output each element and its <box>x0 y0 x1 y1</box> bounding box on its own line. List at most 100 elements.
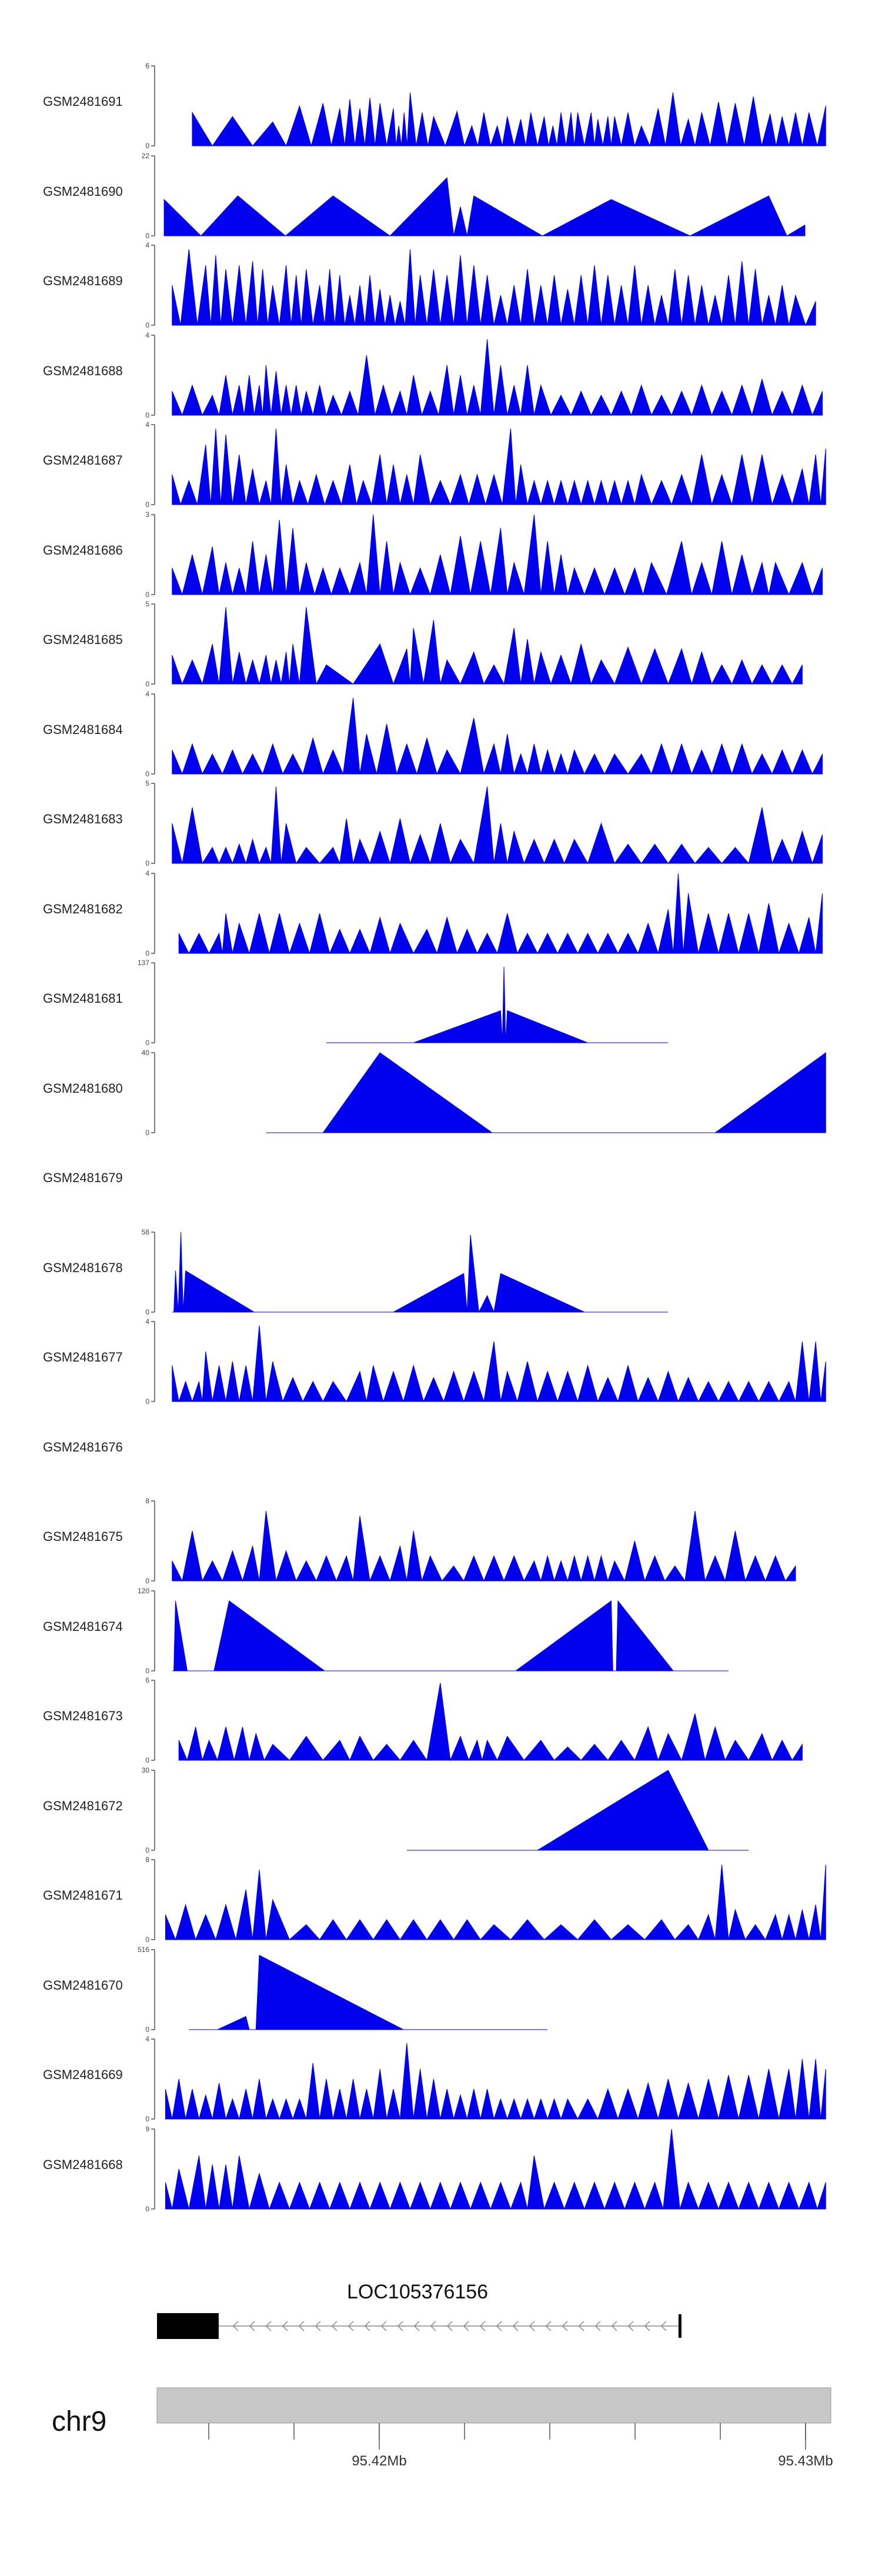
track-label: GSM2481683 <box>43 812 123 826</box>
track-GSM2481689: GSM2481689 4 0 <box>0 238 882 329</box>
coverage-area <box>172 1600 729 1671</box>
track-label: GSM2481684 <box>43 722 123 737</box>
coverage-area <box>165 1864 826 1941</box>
track-GSM2481688: GSM2481688 4 0 <box>0 328 882 419</box>
strand-arrow <box>545 2321 552 2331</box>
y-tick-label-max: 40 <box>142 1049 150 1057</box>
y-tick-label-max: 4 <box>145 421 149 429</box>
track-GSM2481674: GSM2481674 120 0 <box>0 1584 882 1675</box>
coverage-area <box>266 1052 826 1133</box>
coverage-area <box>192 92 826 147</box>
coverage-area <box>165 2043 826 2120</box>
track-GSM2481673: GSM2481673 6 0 <box>0 1673 882 1764</box>
y-tick-label-min: 0 <box>145 1667 149 1675</box>
coverage-area <box>172 339 823 416</box>
y-tick-label-max: 516 <box>138 1946 149 1954</box>
y-tick-label-min: 0 <box>145 2115 149 2123</box>
track-plot: 40 <box>145 421 826 509</box>
coverage-area <box>172 514 823 596</box>
y-tick-label-min: 0 <box>145 770 149 778</box>
y-tick-label-max: 9 <box>145 2125 149 2133</box>
strand-arrow <box>611 2321 617 2331</box>
y-tick-label-max: 4 <box>145 1317 149 1326</box>
track-label: GSM2481679 <box>43 1170 123 1185</box>
track-plot: 40 <box>145 869 823 957</box>
strand-arrow <box>265 2321 272 2331</box>
coverage-area <box>178 873 823 955</box>
track-plot: 58 0 <box>142 1228 669 1316</box>
coverage-area <box>406 1769 749 1850</box>
track-plot: 22 0 <box>142 152 806 240</box>
strand-arrow <box>594 2321 601 2331</box>
y-tick-label-max: 8 <box>145 1497 149 1505</box>
y-tick-label-min: 0 <box>145 142 149 150</box>
y-tick-label-max: 4 <box>145 331 149 339</box>
y-tick-label-max: 8 <box>145 1856 149 1864</box>
track-plot: 40 <box>145 2035 826 2123</box>
track-GSM2481670: GSM2481670 516 0 <box>0 1943 882 2034</box>
strand-arrow <box>348 2321 354 2331</box>
strand-arrow <box>413 2321 420 2331</box>
track-label: GSM2481670 <box>43 1977 123 1993</box>
track-label: GSM2481674 <box>43 1619 123 1634</box>
coverage-area <box>189 1954 548 2030</box>
y-tick-label-max: 22 <box>142 152 150 160</box>
track-GSM2481676: GSM2481676 <box>0 1404 882 1496</box>
track-GSM2481687: GSM2481687 4 0 <box>0 418 882 509</box>
y-tick-label-min: 0 <box>145 680 149 688</box>
track-plot: 40 <box>145 1317 826 1406</box>
track-plot: 30 0 <box>142 1766 749 1854</box>
track-label: GSM2481685 <box>43 632 123 647</box>
strand-arrow <box>529 2321 535 2331</box>
track-plot: 120 0 <box>138 1587 729 1675</box>
strand-arrow <box>331 2321 338 2331</box>
y-tick-label-max: 137 <box>138 959 149 967</box>
y-tick-label-min: 0 <box>145 2026 149 2034</box>
track-GSM2481682: GSM2481682 4 0 <box>0 866 882 957</box>
track-label: GSM2481681 <box>43 991 123 1006</box>
track-plot: 80 <box>145 1856 826 1944</box>
y-tick-label-max: 4 <box>145 241 149 249</box>
track-plot: 40 <box>145 690 823 778</box>
strand-arrow <box>562 2321 568 2331</box>
track-GSM2481685: GSM2481685 5 0 <box>0 597 882 688</box>
strand-arrow <box>380 2321 387 2331</box>
track-GSM2481668: GSM2481668 9 0 <box>0 2122 882 2213</box>
track-label: GSM2481669 <box>43 2067 123 2082</box>
strand-arrow <box>578 2321 584 2331</box>
y-tick-label-max: 6 <box>145 62 149 70</box>
y-tick-label-min: 0 <box>145 1936 149 1944</box>
track-GSM2481691: GSM2481691 6 0 <box>0 59 882 150</box>
y-tick-label-min: 0 <box>145 1756 149 1764</box>
track-GSM2481686: GSM2481686 3 0 <box>0 508 882 599</box>
track-label: GSM2481688 <box>43 363 123 378</box>
track-plot: 60 <box>145 62 826 150</box>
strand-arrow <box>479 2321 486 2331</box>
track-plot: 80 <box>145 1497 796 1585</box>
track-label: GSM2481691 <box>43 94 123 109</box>
y-tick-label-min: 0 <box>145 1577 149 1585</box>
y-tick-label-min: 0 <box>145 2205 149 2213</box>
strand-arrow <box>660 2321 667 2331</box>
track-label: GSM2481671 <box>43 1888 123 1903</box>
chromosome-label: chr9 <box>52 2406 107 2437</box>
y-tick-label-max: 4 <box>145 2035 149 2043</box>
track-GSM2481683: GSM2481683 5 0 <box>0 776 882 867</box>
track-GSM2481684: GSM2481684 4 0 <box>0 687 882 778</box>
strand-arrow <box>315 2321 321 2331</box>
track-label: GSM2481686 <box>43 542 123 558</box>
strand-arrow <box>496 2321 502 2331</box>
coverage-area <box>172 249 816 326</box>
track-plot: 40 <box>145 331 823 419</box>
track-label: GSM2481675 <box>43 1529 123 1544</box>
chromosome-band <box>156 2387 831 2424</box>
y-tick-label-min: 0 <box>145 859 149 867</box>
axis-tick-label: 95.42Mb <box>352 2453 406 2469</box>
strand-arrow <box>232 2321 239 2331</box>
track-label: GSM2481680 <box>43 1080 123 1096</box>
y-tick-label-min: 0 <box>145 949 149 957</box>
y-tick-label-min: 0 <box>145 1308 149 1316</box>
track-GSM2481680: GSM2481680 40 0 <box>0 1046 882 1137</box>
track-label: GSM2481676 <box>43 1439 123 1454</box>
